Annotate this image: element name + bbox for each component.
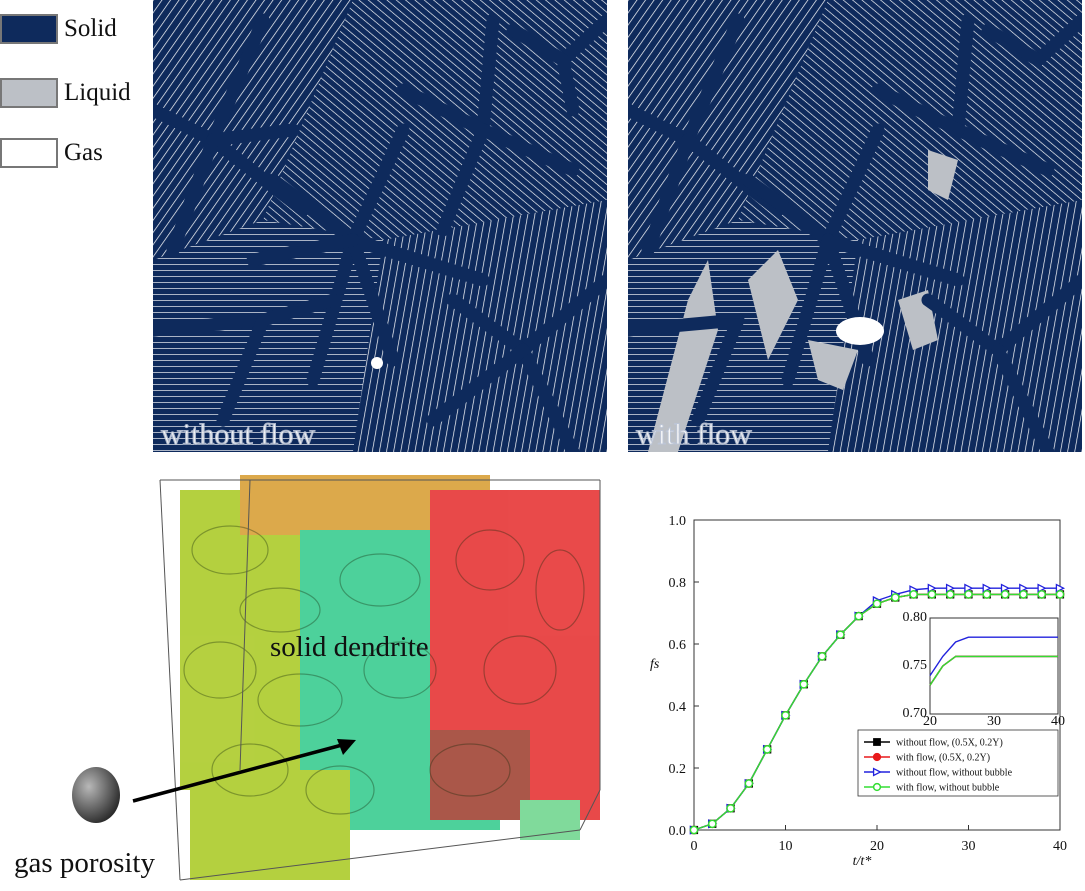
data-point <box>927 590 937 599</box>
data-point <box>1055 583 1066 593</box>
y-axis-label: fs <box>650 657 660 672</box>
legend-box <box>857 729 1059 797</box>
dendrite-pattern-with-flow <box>628 0 1082 452</box>
data-point <box>1019 583 1029 593</box>
inset-x-tick-label: 30 <box>987 714 1001 729</box>
data-point <box>872 752 882 762</box>
data-point <box>744 779 754 788</box>
chart-legend: without flow, (0.5X, 0.2Y) with flow, (0.… <box>857 729 1059 797</box>
legend-entry: without flow, without bubble <box>896 768 1013 779</box>
x-tick-label: 30 <box>962 839 976 854</box>
y-tick-label: 0.6 <box>669 638 687 653</box>
series-3 <box>689 590 1065 835</box>
data-point <box>781 710 790 720</box>
microstructure-with-flow: with flow <box>628 0 1082 452</box>
data-point <box>1019 590 1028 599</box>
data-point <box>909 590 918 599</box>
data-point <box>872 782 882 792</box>
x-tick-label: 20 <box>870 839 884 854</box>
inset-y-tick-label: 0.75 <box>903 658 928 673</box>
inset-y-tick-label: 0.70 <box>903 706 928 721</box>
with-flow-label: with flow <box>636 418 753 452</box>
inset-y-tick-label: 0.80 <box>903 610 928 625</box>
x-tick-label: 0 <box>691 839 698 854</box>
data-point <box>799 679 809 689</box>
solid-fraction-chart: 0.0 0.2 0.4 0.6 0.8 1.0 0 10 20 30 40 fs t/t* 0.7… <box>632 500 1085 886</box>
data-point <box>707 819 717 829</box>
solid-dendrite-label: solid dendrite <box>270 631 429 663</box>
inset-series-line <box>929 655 1058 686</box>
y-tick-label: 1.0 <box>669 514 687 529</box>
data-point <box>1037 590 1047 599</box>
inset-frame <box>929 617 1059 715</box>
x-tick-label: 10 <box>779 839 793 854</box>
data-point <box>854 611 864 621</box>
solid-label: Solid <box>64 15 117 42</box>
chart-svg: 0.0 0.2 0.4 0.6 0.8 1.0 0 10 20 30 40 fs t/t* 0.7… <box>650 514 1067 869</box>
solid-swatch <box>0 14 58 44</box>
legend-entry: with flow, (0.5X, 0.2Y) <box>896 753 990 764</box>
legend-entry: without flow, (0.5X, 0.2Y) <box>896 738 1003 749</box>
gas-bubble-icon <box>72 767 120 823</box>
data-point <box>689 825 699 835</box>
y-tick-label: 0.2 <box>669 762 687 777</box>
data-point <box>964 590 973 599</box>
y-tick-label: 0.8 <box>669 576 687 591</box>
data-point <box>836 630 845 640</box>
data-point <box>872 767 882 777</box>
x-axis-label: t/t* <box>853 854 872 869</box>
inset-x-tick-label: 40 <box>1051 714 1065 729</box>
legend-liquid: Liquid <box>0 78 131 108</box>
data-point <box>726 803 735 813</box>
data-point <box>982 583 992 593</box>
legend-entry: with flow, without bubble <box>896 783 1000 794</box>
data-point <box>890 593 900 602</box>
data-point <box>1000 583 1011 593</box>
data-point <box>982 590 992 599</box>
arrow-head-icon <box>337 739 356 755</box>
legend-gas: Gas <box>0 138 103 168</box>
dendrite-volume-render: solid dendrite gas porosity <box>0 470 620 886</box>
dendrite-pattern-without-flow <box>153 0 607 452</box>
without-flow-label: without flow <box>160 418 316 452</box>
gas-swatch <box>0 138 58 168</box>
data-point <box>1055 590 1065 599</box>
liquid-label: Liquid <box>64 79 131 106</box>
data-point <box>927 583 937 593</box>
inset-x-tick-label: 20 <box>923 714 937 729</box>
y-tick-label: 0.0 <box>669 824 687 839</box>
data-point <box>1037 583 1047 593</box>
data-point <box>945 590 955 599</box>
legend-solid: Solid <box>0 14 117 44</box>
inset-chart: 0.70 0.75 0.80 20 30 40 <box>903 610 1066 729</box>
microstructure-without-flow: without flow <box>153 0 607 452</box>
data-point <box>817 652 827 661</box>
data-point <box>762 745 772 754</box>
data-point <box>872 599 882 609</box>
y-tick-label: 0.4 <box>669 700 687 715</box>
volume-graphic: solid dendrite gas porosity <box>14 475 601 881</box>
data-point <box>873 738 881 746</box>
data-point <box>945 583 956 593</box>
data-point <box>1000 590 1010 599</box>
inset-series-line <box>929 636 1058 676</box>
gas-label: Gas <box>64 139 103 166</box>
x-tick-label: 40 <box>1053 839 1067 854</box>
gas-porosity-label: gas porosity <box>14 847 155 879</box>
data-point <box>964 583 974 593</box>
liquid-swatch <box>0 78 58 108</box>
